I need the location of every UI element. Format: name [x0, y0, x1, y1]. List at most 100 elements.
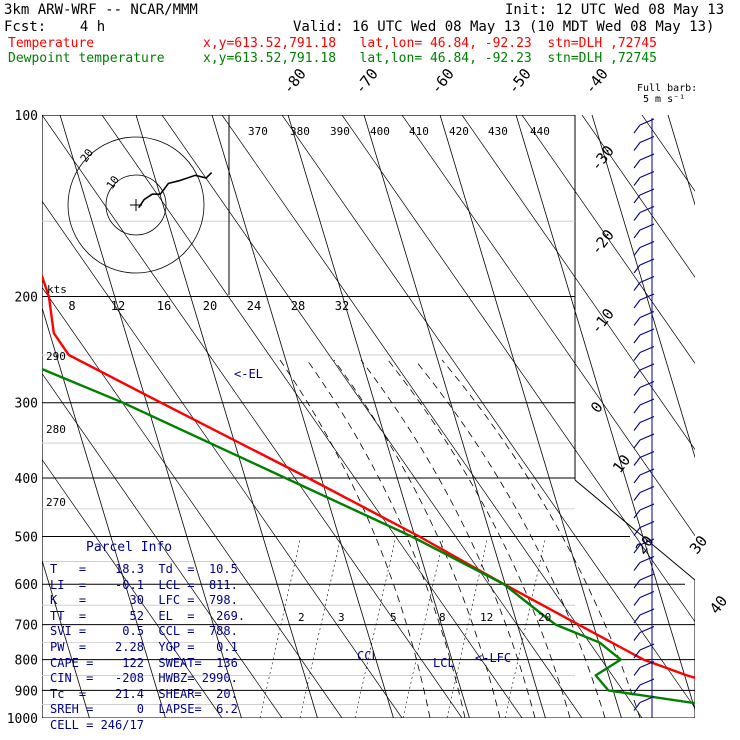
wind-barbs	[633, 118, 655, 718]
moist-adiabat	[279, 359, 431, 718]
isotherm	[363, 115, 546, 718]
theta-label: 280	[46, 423, 66, 436]
wind-barb	[633, 404, 641, 414]
mixing-ratio-line	[259, 539, 301, 718]
isotherm	[211, 115, 394, 718]
wind-barb	[633, 159, 641, 169]
annotation-label: LCL	[433, 656, 455, 670]
isotherm-label: 0	[587, 398, 607, 416]
wind-barb	[633, 247, 641, 256]
speed-scale-label: 20	[203, 299, 217, 313]
wind-barb	[633, 614, 641, 624]
wind-barb	[633, 334, 641, 344]
wind-barb	[633, 474, 641, 484]
isotherm	[135, 115, 318, 718]
wind-barb	[633, 562, 641, 571]
wind-barb	[633, 597, 641, 606]
wind-barb	[633, 579, 641, 589]
speed-scale-label: 24	[247, 299, 261, 313]
parcel-info-title: Parcel Info	[86, 540, 173, 555]
wind-barb	[633, 509, 641, 519]
hodograph-ring-label: 20	[78, 146, 96, 164]
isotherm-label: -80	[279, 65, 310, 97]
wind-barb	[633, 369, 641, 379]
parcel-info-row: SVI = 0.5 CCL = 788.	[50, 624, 238, 639]
mixing-ratio-label: 2	[298, 611, 305, 624]
parcel-info-row: LI = -0.1 LCL = 811.	[50, 577, 238, 592]
wind-barb	[633, 492, 641, 501]
hodograph-ring-label: 10	[104, 173, 122, 191]
isotherm-label: -30	[587, 142, 618, 174]
pressure-tick-label: 500	[15, 530, 38, 545]
valid-time: Valid: 16 UTC Wed 08 May 13 (10 MDT Wed …	[293, 19, 715, 35]
mixing-ratio-label: 3	[338, 611, 345, 624]
dry-adiabat	[521, 115, 695, 364]
dry-adiabat	[221, 115, 643, 718]
parcel-info-row: Tc = 21.4 SHEAR= 20.	[50, 686, 238, 701]
pressure-tick-label: 800	[15, 654, 38, 669]
moist-adiabat	[414, 359, 606, 718]
theta-label: 400	[370, 125, 390, 138]
isotherm-label: 10	[609, 451, 634, 476]
speed-scale-label: 28	[291, 299, 305, 313]
dry-adiabat	[581, 115, 695, 278]
wind-barb	[633, 352, 641, 361]
forecast-hour: Fcst: 4 h	[4, 19, 106, 35]
speed-scale-label: 16	[157, 299, 171, 313]
pressure-tick-label: 600	[15, 578, 38, 593]
speed-scale-label: 8	[68, 299, 75, 313]
wind-barb	[633, 649, 641, 659]
theta-label: 410	[409, 125, 429, 138]
isotherm-label: -40	[581, 65, 612, 97]
dewpoint-location: x,y=613.52,791.18 lat,lon= 46.84, -92.23…	[203, 51, 657, 66]
mixing-ratio-line	[504, 539, 546, 718]
wind-barb	[633, 667, 641, 676]
temp-legend: Temperature	[8, 36, 95, 51]
pressure-tick-label: 100	[15, 109, 38, 124]
isotherm	[42, 558, 90, 718]
theta-label: 390	[330, 125, 350, 138]
wind-barb	[633, 317, 641, 326]
mixing-ratio-label: 5	[390, 611, 397, 624]
hodograph-units: kts	[47, 283, 67, 296]
dry-adiabat	[401, 115, 695, 537]
barb-legend-title: Full barb:	[637, 83, 698, 94]
theta-label: 420	[449, 125, 469, 138]
temperature-profile	[42, 272, 695, 680]
pressure-tick-label: 300	[15, 397, 38, 412]
moist-adiabat	[360, 359, 536, 718]
wind-barb	[633, 439, 641, 449]
parcel-info-row: SREH = 0 LAPSE= 6.2	[50, 702, 238, 717]
isotherm-label: 30	[686, 532, 711, 557]
theta-label: 440	[530, 125, 550, 138]
mixing-ratio-label: 12	[480, 611, 493, 624]
isotherm-label: -20	[587, 226, 618, 258]
wind-barb	[633, 142, 641, 151]
mixing-ratio-line	[446, 539, 488, 718]
isotherm-label: 20	[632, 532, 657, 557]
pressure-tick-label: 900	[15, 684, 38, 699]
dry-adiabat	[42, 115, 463, 718]
parcel-info-row: CAPE = 122 SWEAT= 136	[50, 655, 238, 670]
dewpoint-legend: Dewpoint temperature	[8, 51, 165, 66]
theta-label: 270	[46, 496, 66, 509]
hodograph-ring-10	[105, 174, 167, 236]
wind-barb	[633, 387, 641, 396]
mixing-ratio-line	[354, 539, 396, 718]
parcel-info-row: CIN = -208 HWBZ= 2990.	[50, 671, 238, 686]
parcel-info-row: K = 30 LFC = 798.	[50, 593, 238, 608]
wind-barb	[633, 177, 641, 186]
hodograph-trace	[138, 172, 213, 209]
pressure-tick-label: 400	[15, 472, 38, 487]
isotherm-label: 40	[706, 592, 731, 617]
annotation-label: <-EL	[234, 367, 263, 381]
dewpoint-profile	[42, 367, 695, 705]
wind-barb	[633, 264, 641, 274]
dry-adiabat	[101, 115, 523, 718]
wind-barb	[633, 194, 641, 204]
wind-barb	[633, 422, 641, 431]
wind-barb	[633, 124, 641, 134]
pressure-tick-label: 1000	[7, 712, 38, 727]
parcel-info-row: TT = 52 EL = 269.	[50, 608, 246, 623]
